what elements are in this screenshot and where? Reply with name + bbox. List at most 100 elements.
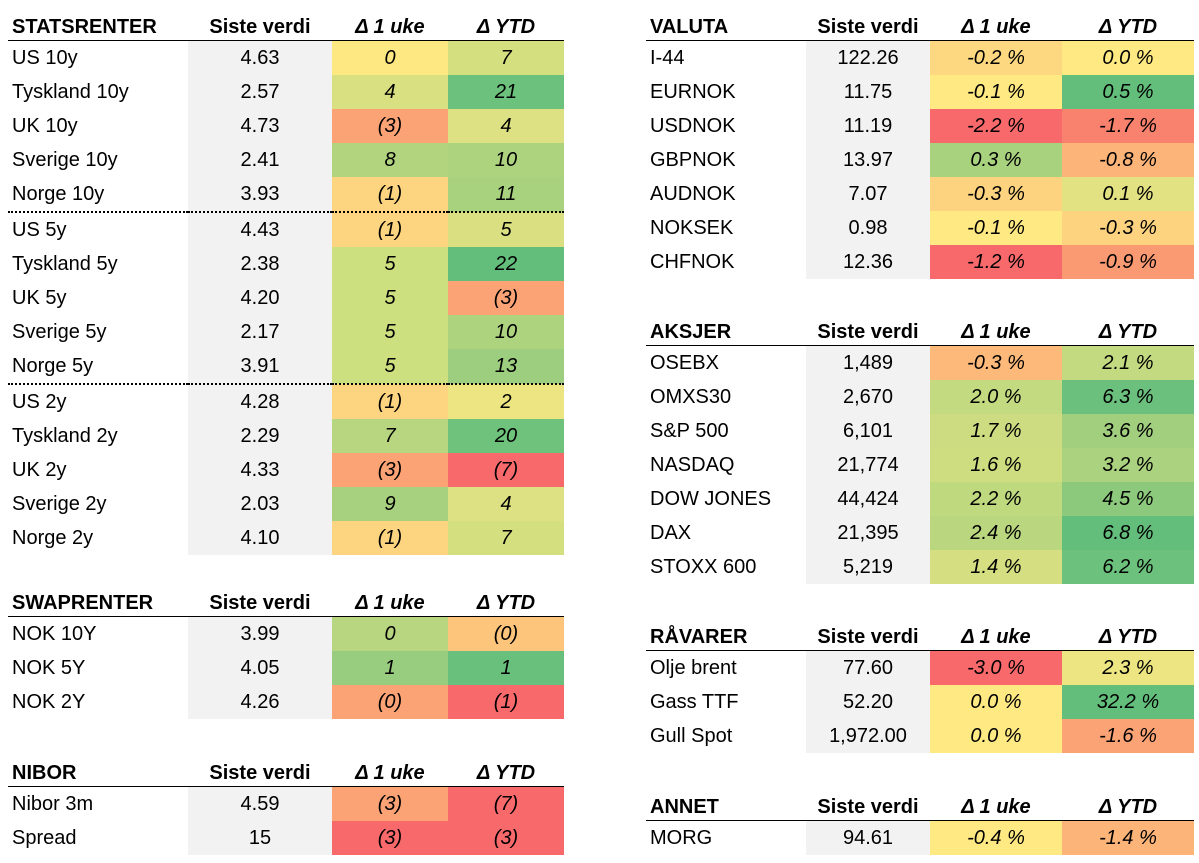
table-row: US 2y 4.28 (1) 2	[8, 383, 564, 419]
row-change-week: (0)	[332, 685, 448, 719]
row-label: Olje brent	[646, 650, 806, 685]
section-title: NIBOR	[8, 760, 188, 787]
table-row: OSEBX 1,489 -0.3 % 2.1 %	[646, 345, 1194, 380]
table-row: USDNOK 11.19 -2.2 % -1.7 %	[646, 109, 1194, 143]
row-label: Sverige 2y	[8, 487, 188, 521]
row-value: 4.33	[188, 453, 332, 487]
row-change-ytd: -1.4 %	[1062, 820, 1194, 855]
row-value: 5,219	[806, 550, 930, 584]
row-label: UK 5y	[8, 281, 188, 315]
row-change-ytd: 21	[448, 75, 564, 109]
row-value: 94.61	[806, 820, 930, 855]
table-annet: ANNET Siste verdi Δ 1 uke Δ YTD MORG 94.61 -0.…	[646, 794, 1194, 855]
row-label: CHFNOK	[646, 245, 806, 279]
section-title: RÅVARER	[646, 624, 806, 651]
col-header-value: Siste verdi	[188, 590, 332, 617]
col-header-week: Δ 1 uke	[930, 794, 1062, 821]
col-header-week: Δ 1 uke	[930, 319, 1062, 346]
row-value: 21,395	[806, 516, 930, 550]
row-change-ytd: 0.5 %	[1062, 75, 1194, 109]
row-value: 4.05	[188, 651, 332, 685]
row-change-week: -3.0 %	[930, 650, 1062, 685]
table-row: NOK 5Y 4.05 1 1	[8, 651, 564, 685]
row-label: OMXS30	[646, 380, 806, 414]
row-change-week: (1)	[332, 521, 448, 555]
row-change-ytd: 0.1 %	[1062, 177, 1194, 211]
row-change-ytd: (3)	[448, 821, 564, 855]
table-row: OMXS30 2,670 2.0 % 6.3 %	[646, 380, 1194, 414]
row-value: 4.20	[188, 281, 332, 315]
row-label: Gull Spot	[646, 719, 806, 753]
table-row: UK 10y 4.73 (3) 4	[8, 109, 564, 143]
row-change-ytd: 32.2 %	[1062, 685, 1194, 719]
row-value: 4.28	[188, 383, 332, 419]
col-header-week: Δ 1 uke	[332, 14, 448, 41]
row-change-week: -2.2 %	[930, 109, 1062, 143]
row-label: MORG	[646, 820, 806, 855]
row-change-ytd: -1.7 %	[1062, 109, 1194, 143]
row-value: 7.07	[806, 177, 930, 211]
row-value: 2.38	[188, 247, 332, 281]
row-change-week: (3)	[332, 786, 448, 821]
table-row: Sverige 5y 2.17 5 10	[8, 315, 564, 349]
row-label: EURNOK	[646, 75, 806, 109]
row-change-week: 0.3 %	[930, 143, 1062, 177]
row-change-week: 0	[332, 40, 448, 75]
row-change-week: 0.0 %	[930, 685, 1062, 719]
row-label: GBPNOK	[646, 143, 806, 177]
row-label: US 2y	[8, 383, 188, 419]
row-change-week: 5	[332, 247, 448, 281]
row-value: 11.19	[806, 109, 930, 143]
row-value: 0.98	[806, 211, 930, 245]
table-nibor: NIBOR Siste verdi Δ 1 uke Δ YTD Nibor 3m 4.59…	[8, 760, 564, 855]
row-change-ytd: (1)	[448, 685, 564, 719]
row-label: NASDAQ	[646, 448, 806, 482]
row-label: Sverige 5y	[8, 315, 188, 349]
row-value: 122.26	[806, 40, 930, 75]
row-change-ytd: 4.5 %	[1062, 482, 1194, 516]
row-change-week: (3)	[332, 821, 448, 855]
row-value: 11.75	[806, 75, 930, 109]
row-change-week: 8	[332, 143, 448, 177]
row-change-week: 2.2 %	[930, 482, 1062, 516]
col-header-week: Δ 1 uke	[332, 760, 448, 787]
row-label: NOK 10Y	[8, 616, 188, 651]
row-change-ytd: 10	[448, 143, 564, 177]
row-change-week: (1)	[332, 211, 448, 247]
row-change-ytd: -0.9 %	[1062, 245, 1194, 279]
row-value: 2.41	[188, 143, 332, 177]
row-value: 12.36	[806, 245, 930, 279]
row-change-week: -0.3 %	[930, 345, 1062, 380]
table-row: Tyskland 2y 2.29 7 20	[8, 419, 564, 453]
row-change-ytd: 5	[448, 211, 564, 247]
row-value: 4.59	[188, 786, 332, 821]
table-row: Nibor 3m 4.59 (3) (7)	[8, 786, 564, 821]
row-change-ytd: 1	[448, 651, 564, 685]
row-value: 3.93	[188, 177, 332, 212]
row-label: DOW JONES	[646, 482, 806, 516]
col-header-value: Siste verdi	[188, 760, 332, 787]
row-change-week: 9	[332, 487, 448, 521]
table-row: Norge 5y 3.91 5 13	[8, 349, 564, 384]
row-change-week: (3)	[332, 109, 448, 143]
table-row: Norge 10y 3.93 (1) 11	[8, 177, 564, 212]
table-row: Sverige 2y 2.03 9 4	[8, 487, 564, 521]
row-label: I-44	[646, 40, 806, 75]
row-value: 2.29	[188, 419, 332, 453]
row-change-week: 0	[332, 616, 448, 651]
row-value: 1,489	[806, 345, 930, 380]
table-row: Tyskland 10y 2.57 4 21	[8, 75, 564, 109]
row-change-ytd: 6.2 %	[1062, 550, 1194, 584]
row-value: 44,424	[806, 482, 930, 516]
table-header-row: NIBOR Siste verdi Δ 1 uke Δ YTD	[8, 760, 564, 787]
table-header-row: AKSJER Siste verdi Δ 1 uke Δ YTD	[646, 319, 1194, 346]
table-row: DOW JONES 44,424 2.2 % 4.5 %	[646, 482, 1194, 516]
table-header-row: ANNET Siste verdi Δ 1 uke Δ YTD	[646, 794, 1194, 821]
row-change-ytd: -0.8 %	[1062, 143, 1194, 177]
row-label: USDNOK	[646, 109, 806, 143]
table-row: Spread 15 (3) (3)	[8, 821, 564, 855]
table-row: Gull Spot 1,972.00 0.0 % -1.6 %	[646, 719, 1194, 753]
row-value: 4.10	[188, 521, 332, 555]
row-change-ytd: 2.1 %	[1062, 345, 1194, 380]
row-value: 15	[188, 821, 332, 855]
